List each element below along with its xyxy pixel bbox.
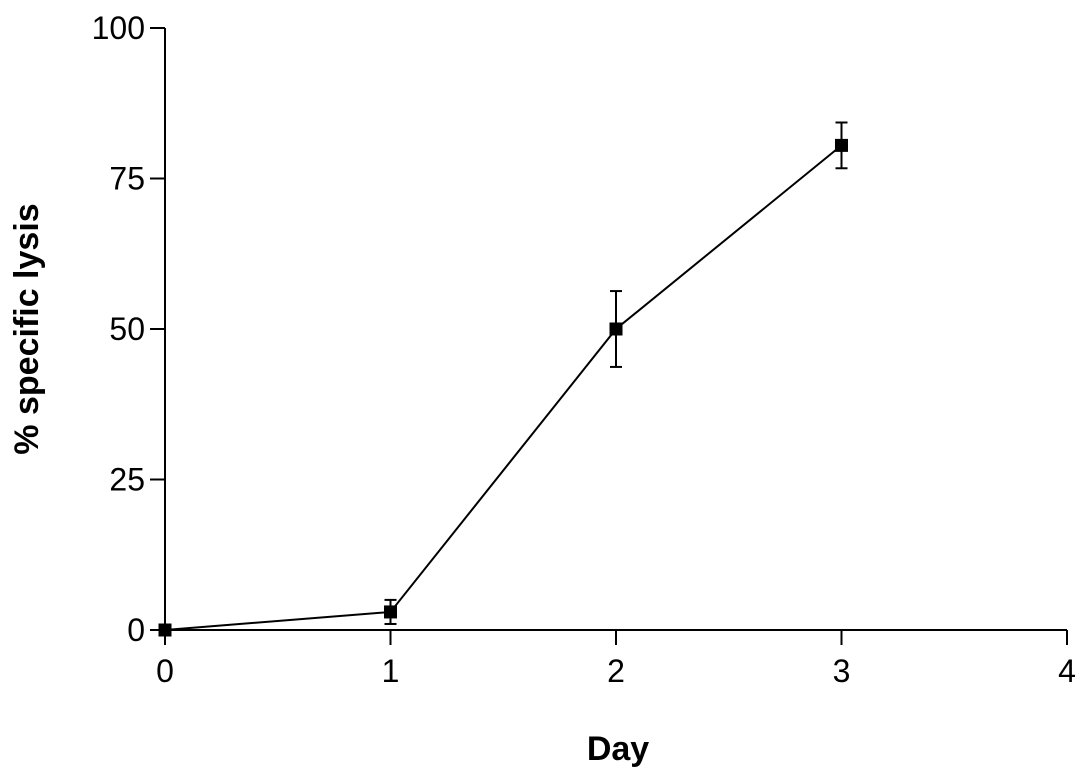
series-line	[164, 144, 843, 631]
y-tick-label: 0	[127, 612, 145, 648]
y-tick-label: 100	[92, 10, 145, 46]
data-point-marker	[835, 138, 848, 152]
y-tick-label: 25	[109, 462, 145, 498]
x-tick-label: 3	[833, 653, 851, 689]
data-point-marker	[384, 605, 397, 619]
series-layer	[158, 121, 848, 637]
data-point-marker	[158, 623, 172, 637]
y-tick-label: 50	[109, 311, 145, 347]
y-ticks: 0 25 50 75 100	[92, 10, 165, 648]
x-axis-title: Day	[587, 730, 649, 768]
x-ticks: 0 1 2 3 4	[156, 630, 1076, 689]
x-tick-label: 1	[382, 653, 400, 689]
x-tick-label: 0	[156, 653, 174, 689]
data-point-marker	[609, 322, 623, 336]
x-tick-label: 2	[607, 653, 625, 689]
y-tick-label: 75	[109, 161, 145, 197]
x-tick-label: 4	[1058, 653, 1076, 689]
y-axis-title: % specific lysis	[8, 203, 46, 454]
